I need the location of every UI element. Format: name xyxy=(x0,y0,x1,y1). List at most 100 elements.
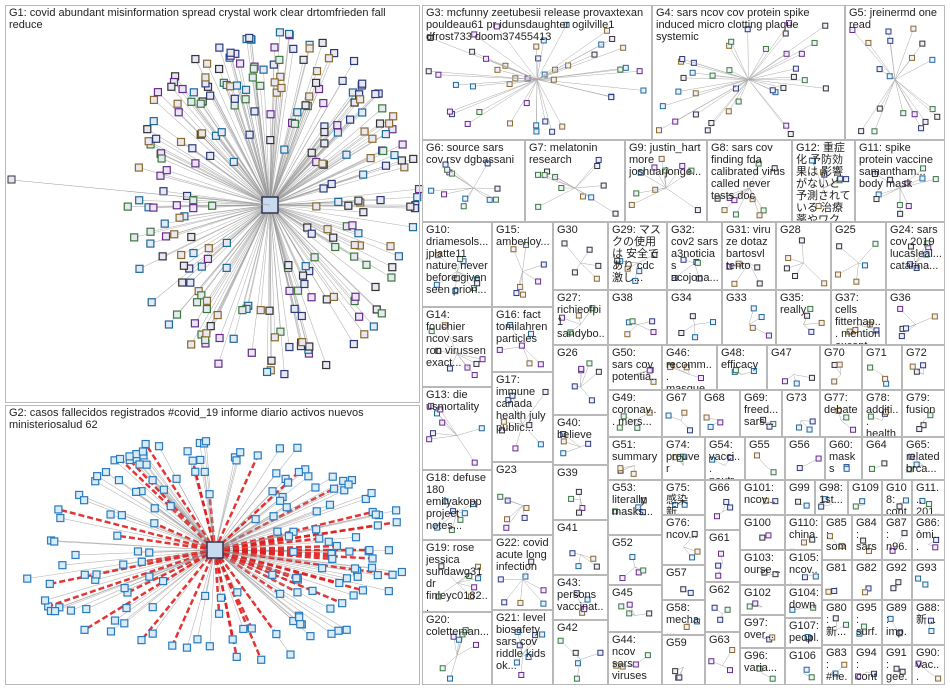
node xyxy=(50,607,60,616)
node xyxy=(462,627,469,634)
edge xyxy=(195,163,271,206)
node xyxy=(344,480,353,489)
edge xyxy=(561,317,581,325)
edge xyxy=(110,514,216,551)
node xyxy=(856,630,863,637)
node xyxy=(650,329,657,336)
node xyxy=(896,503,903,510)
edge xyxy=(436,413,458,436)
node xyxy=(586,246,593,253)
edge xyxy=(522,423,542,445)
node xyxy=(186,278,195,287)
node xyxy=(483,55,490,62)
node xyxy=(506,120,513,127)
node xyxy=(637,169,644,176)
node xyxy=(307,293,316,302)
edge xyxy=(165,204,271,237)
node xyxy=(750,368,757,375)
node xyxy=(156,171,165,180)
node xyxy=(270,78,279,87)
node xyxy=(527,330,534,337)
node xyxy=(559,314,566,321)
node xyxy=(518,342,525,349)
group-panel: G50: sars cov potentia... xyxy=(608,345,662,390)
group-panel: G8: sars cov finding fda calibrated viru… xyxy=(707,140,792,222)
node xyxy=(922,581,929,588)
group-label: G90: vac... xyxy=(916,647,940,683)
node xyxy=(232,652,241,661)
node xyxy=(473,360,480,367)
node xyxy=(931,313,938,320)
group-panel: G90: vac... xyxy=(912,645,945,685)
node xyxy=(919,175,926,182)
group-panel: G3: mcfunny zeetubesii release provaxtex… xyxy=(422,5,652,140)
node xyxy=(80,496,89,505)
node xyxy=(542,388,549,395)
group-label: G28 xyxy=(780,224,801,236)
node xyxy=(345,547,354,556)
node xyxy=(172,310,182,319)
edge xyxy=(234,98,271,206)
node xyxy=(905,203,912,210)
node xyxy=(216,593,226,602)
node xyxy=(679,56,686,63)
node xyxy=(640,497,647,504)
node xyxy=(452,81,459,88)
node xyxy=(486,196,493,203)
node xyxy=(297,311,306,321)
node xyxy=(933,536,940,543)
node xyxy=(822,22,829,29)
edge xyxy=(214,549,356,569)
node xyxy=(376,195,385,205)
node xyxy=(145,572,154,581)
group-label: G105: ncov... xyxy=(789,552,819,585)
node xyxy=(262,367,272,377)
edge xyxy=(503,421,523,425)
node xyxy=(898,333,905,340)
edge xyxy=(139,199,271,206)
edge xyxy=(522,634,536,655)
group-label: G66 xyxy=(709,482,730,494)
edge xyxy=(522,346,541,365)
node xyxy=(887,615,894,622)
node xyxy=(381,130,390,139)
group-panel: G33 xyxy=(722,290,776,345)
node xyxy=(360,127,369,136)
node xyxy=(677,455,684,462)
node xyxy=(158,252,167,261)
edge xyxy=(269,204,328,230)
node xyxy=(167,82,176,91)
node xyxy=(573,675,580,682)
node xyxy=(471,584,478,591)
group-label: G104: down xyxy=(789,587,819,611)
edge xyxy=(500,496,523,506)
edge xyxy=(544,174,576,189)
edge xyxy=(269,204,353,226)
node xyxy=(697,375,704,382)
node xyxy=(692,90,699,97)
node xyxy=(558,185,565,192)
edge xyxy=(838,246,859,264)
node xyxy=(317,564,327,573)
edge xyxy=(269,204,376,288)
node xyxy=(273,527,282,536)
group-label: G7: melatonin research xyxy=(529,142,598,166)
group-panel: G79: fusion xyxy=(902,390,945,437)
node xyxy=(292,573,301,583)
node xyxy=(390,150,399,160)
node xyxy=(818,319,825,326)
node xyxy=(200,467,209,476)
group-label: G16: fact tomilahren particles xyxy=(496,309,548,345)
node xyxy=(528,558,535,565)
node xyxy=(809,418,816,425)
node xyxy=(510,246,517,253)
group-label: G12: 重症化 予防効果は 影響がないと 予測されている 治療薬やワク... xyxy=(796,142,851,222)
edge xyxy=(748,79,784,89)
node xyxy=(725,108,732,115)
node xyxy=(213,310,222,320)
node xyxy=(232,456,241,465)
node xyxy=(593,563,600,570)
edge xyxy=(456,271,477,280)
node xyxy=(758,314,765,321)
edge xyxy=(580,363,590,388)
